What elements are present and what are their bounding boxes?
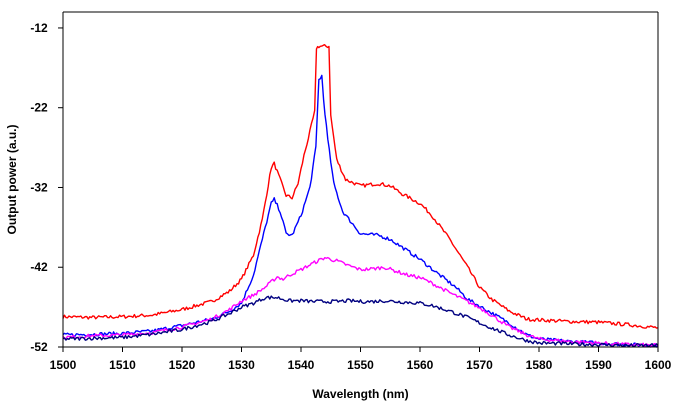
x-tick-label: 1580 bbox=[526, 358, 553, 372]
x-tick-label: 1500 bbox=[50, 358, 77, 372]
series-layer bbox=[62, 44, 659, 348]
axes-layer bbox=[62, 11, 659, 348]
y-tick-label: -52 bbox=[30, 340, 48, 354]
x-tick-label: 1550 bbox=[347, 358, 374, 372]
x-tick-label: 1540 bbox=[288, 358, 315, 372]
y-axis-title: Output power (a.u.) bbox=[5, 125, 19, 235]
x-axis-title: Wavelength (nm) bbox=[312, 387, 408, 401]
ticks-layer: 1500 1510 1520 1530 1540 1550 1560 1570 1580 1590… bbox=[30, 21, 671, 372]
y-tick-label: -22 bbox=[30, 101, 48, 115]
x-tick-label: 1600 bbox=[645, 358, 672, 372]
y-tick-label: -42 bbox=[30, 260, 48, 274]
series-line-4 bbox=[62, 295, 659, 348]
x-tick-label: 1560 bbox=[407, 358, 434, 372]
x-tick-label: 1570 bbox=[466, 358, 493, 372]
series-line-2 bbox=[62, 74, 659, 348]
y-tick-label: -12 bbox=[30, 21, 48, 35]
x-tick-label: 1590 bbox=[585, 358, 612, 372]
x-tick-label: 1520 bbox=[169, 358, 196, 372]
x-tick-label: 1530 bbox=[228, 358, 255, 372]
series-line-3 bbox=[62, 256, 659, 348]
x-tick-label: 1510 bbox=[109, 358, 136, 372]
y-tick-label: -32 bbox=[30, 180, 48, 194]
series-line-1 bbox=[62, 44, 659, 329]
